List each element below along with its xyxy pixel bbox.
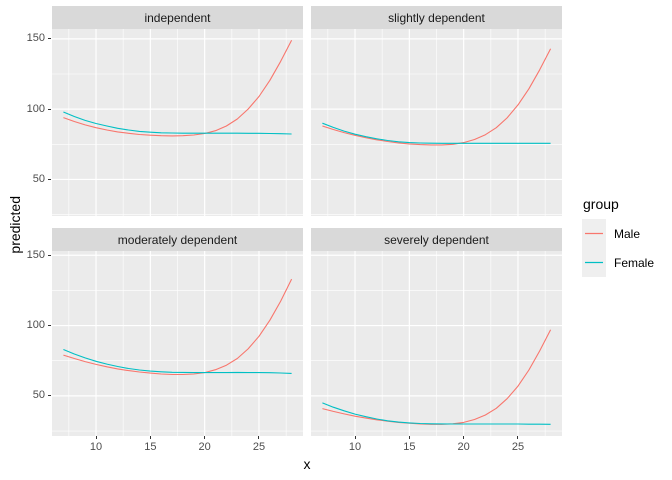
line-female: [63, 348, 292, 374]
x-tick-mark: [354, 436, 356, 439]
legend-label-female: Female: [614, 255, 655, 270]
x-tick-mark: [517, 436, 519, 439]
legend: group Male Female: [582, 196, 654, 277]
y-tick-label: 100: [26, 319, 45, 332]
y-tick-mark: [48, 325, 51, 327]
facet-strip: moderately dependent: [52, 228, 303, 251]
facet-strip-label: severely dependent: [384, 232, 489, 247]
x-tick-mark: [95, 436, 97, 439]
facet-strip-label: moderately dependent: [117, 232, 238, 247]
x-tick-mark: [408, 436, 410, 439]
facet-strip-label: independent: [144, 10, 211, 25]
x-tick-label: 20: [457, 441, 470, 453]
facet-panel-moderately-dependent: moderately dependent: [52, 228, 303, 436]
x-tick-label: 25: [252, 441, 266, 453]
line-male: [322, 48, 552, 146]
x-tick-mark: [204, 436, 206, 439]
y-tick-mark: [48, 178, 51, 180]
facet-strip-label: slightly dependent: [388, 10, 485, 25]
y-tick-mark: [48, 108, 51, 110]
plot-area: [311, 251, 562, 436]
x-tick-mark: [463, 436, 465, 439]
y-tick-label: 100: [26, 102, 45, 115]
line-female: [63, 111, 292, 135]
legend-key-line-male: [582, 219, 606, 248]
x-axis-title: x: [303, 456, 311, 472]
line-male: [63, 39, 293, 137]
legend-label-male: Male: [614, 226, 641, 241]
x-tick-label: 10: [89, 441, 103, 453]
facet-panel-independent: independent: [52, 6, 303, 216]
plot-area: [52, 29, 303, 216]
facet-strip: slightly dependent: [311, 6, 562, 29]
y-tick-label: 50: [32, 389, 45, 402]
facet-strip: severely dependent: [311, 228, 562, 251]
y-tick-mark: [48, 38, 51, 40]
y-tick-mark: [48, 395, 51, 397]
x-tick-label: 15: [403, 441, 416, 453]
x-tick-label: 10: [348, 441, 362, 453]
y-axis-title: predicted: [7, 196, 23, 254]
y-tick-mark: [48, 254, 51, 256]
legend-key-line-female: [582, 248, 606, 277]
legend-title: group: [583, 196, 619, 212]
y-tick-label: 150: [26, 32, 45, 45]
line-female: [322, 402, 551, 425]
legend-item-female: Female: [582, 248, 654, 277]
x-tick-label: 25: [511, 441, 525, 453]
x-tick-mark: [258, 436, 260, 439]
x-tick-label: 20: [198, 441, 211, 453]
line-male: [63, 278, 293, 376]
legend-item-male: Male: [582, 219, 654, 248]
facet-strip: independent: [52, 6, 303, 29]
facet-panel-slightly-dependent: slightly dependent: [311, 6, 562, 216]
facet-panel-severely-dependent: severely dependent: [311, 228, 562, 436]
y-tick-label: 150: [26, 248, 45, 261]
x-tick-mark: [149, 436, 151, 439]
line-female: [322, 122, 551, 144]
y-tick-label: 50: [32, 172, 45, 185]
x-tick-label: 15: [144, 441, 157, 453]
plot-area: [311, 29, 562, 216]
plot-area: [52, 251, 303, 436]
